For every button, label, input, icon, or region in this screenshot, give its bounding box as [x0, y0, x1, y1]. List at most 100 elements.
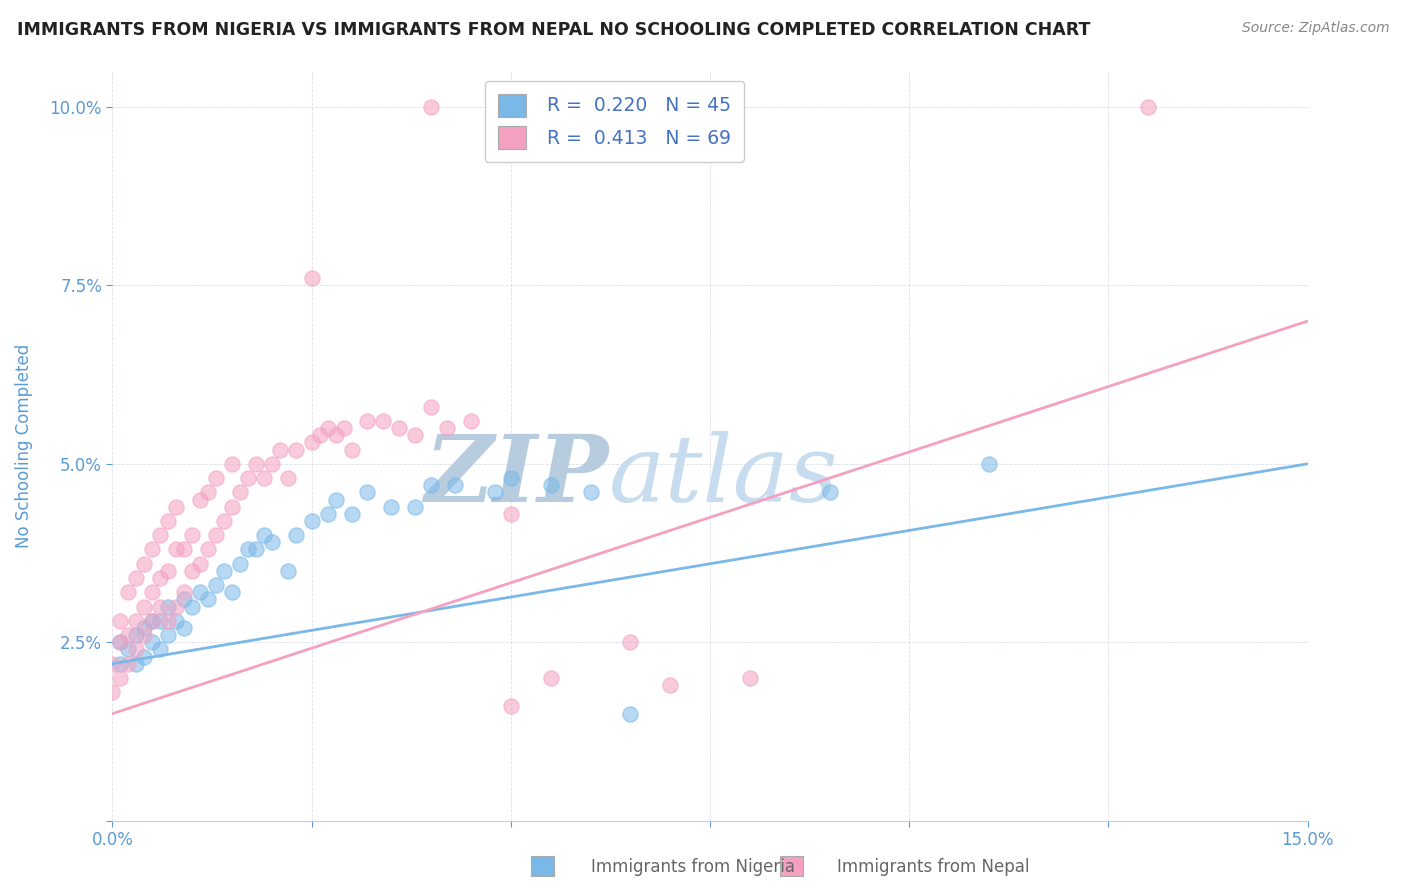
Point — [110, 635, 132, 649]
Point — [277, 564, 299, 578]
Text: Immigrants from Nigeria: Immigrants from Nigeria — [591, 858, 794, 876]
Point — [444, 478, 467, 492]
Point — [149, 571, 172, 585]
Point — [236, 471, 259, 485]
Point — [141, 635, 163, 649]
Point — [332, 421, 354, 435]
Point — [212, 564, 235, 578]
Point — [173, 592, 195, 607]
Point — [236, 542, 259, 557]
Point — [499, 471, 522, 485]
Point — [165, 599, 187, 614]
Point — [117, 628, 139, 642]
Point — [181, 599, 204, 614]
Point — [134, 621, 156, 635]
Point — [141, 542, 163, 557]
Legend:  R =  0.220   N = 45,  R =  0.413   N = 69: R = 0.220 N = 45, R = 0.413 N = 69 — [485, 81, 744, 162]
Point — [101, 685, 124, 699]
Point — [229, 485, 252, 500]
Point — [420, 100, 443, 114]
Point — [173, 542, 195, 557]
Point — [260, 535, 283, 549]
Point — [181, 564, 204, 578]
Point — [404, 500, 426, 514]
Point — [157, 564, 180, 578]
Y-axis label: No Schooling Completed: No Schooling Completed — [15, 344, 32, 548]
Point — [125, 571, 148, 585]
Point — [260, 457, 283, 471]
Point — [125, 642, 148, 657]
Point — [325, 428, 347, 442]
Point — [284, 528, 307, 542]
Point — [125, 628, 148, 642]
Point — [188, 492, 211, 507]
Point — [229, 557, 252, 571]
Point — [117, 657, 139, 671]
Point — [245, 457, 267, 471]
Point — [221, 457, 243, 471]
Point — [540, 478, 562, 492]
Point — [141, 614, 163, 628]
Point — [110, 671, 132, 685]
Point — [157, 628, 180, 642]
Point — [356, 414, 378, 428]
Point — [301, 435, 323, 450]
Point — [316, 421, 339, 435]
Point — [301, 514, 323, 528]
Point — [134, 628, 156, 642]
Point — [205, 471, 228, 485]
Point — [157, 599, 180, 614]
Point — [125, 657, 148, 671]
Point — [356, 485, 378, 500]
Point — [134, 649, 156, 664]
Point — [245, 542, 267, 557]
Point — [134, 599, 156, 614]
Point — [165, 500, 187, 514]
Point — [340, 442, 363, 457]
Point — [165, 614, 187, 628]
Point — [460, 414, 482, 428]
Point — [253, 528, 276, 542]
Point — [977, 457, 1000, 471]
Point — [165, 542, 187, 557]
Point — [380, 500, 402, 514]
Point — [110, 657, 132, 671]
Point — [157, 614, 180, 628]
Point — [173, 621, 195, 635]
Point — [484, 485, 506, 500]
Point — [205, 578, 228, 592]
Point — [619, 635, 641, 649]
Point — [197, 485, 219, 500]
Point — [373, 414, 395, 428]
Point — [149, 599, 172, 614]
Point — [579, 485, 602, 500]
Point — [388, 421, 411, 435]
Point — [436, 421, 458, 435]
Point — [499, 699, 522, 714]
Point — [540, 671, 562, 685]
Point — [221, 500, 243, 514]
Point — [738, 671, 761, 685]
Point — [1137, 100, 1160, 114]
Text: IMMIGRANTS FROM NIGERIA VS IMMIGRANTS FROM NEPAL NO SCHOOLING COMPLETED CORRELAT: IMMIGRANTS FROM NIGERIA VS IMMIGRANTS FR… — [17, 21, 1090, 39]
Point — [316, 507, 339, 521]
Point — [301, 271, 323, 285]
Text: atlas: atlas — [609, 431, 838, 521]
Point — [420, 400, 443, 414]
Point — [117, 585, 139, 599]
Point — [149, 528, 172, 542]
Point — [188, 585, 211, 599]
Point — [117, 642, 139, 657]
Point — [149, 642, 172, 657]
Text: Source: ZipAtlas.com: Source: ZipAtlas.com — [1241, 21, 1389, 36]
Point — [125, 614, 148, 628]
Point — [110, 614, 132, 628]
Point — [173, 585, 195, 599]
Point — [181, 528, 204, 542]
Point — [101, 657, 124, 671]
Point — [141, 585, 163, 599]
Point — [340, 507, 363, 521]
Point — [221, 585, 243, 599]
Text: Immigrants from Nepal: Immigrants from Nepal — [837, 858, 1029, 876]
Point — [404, 428, 426, 442]
